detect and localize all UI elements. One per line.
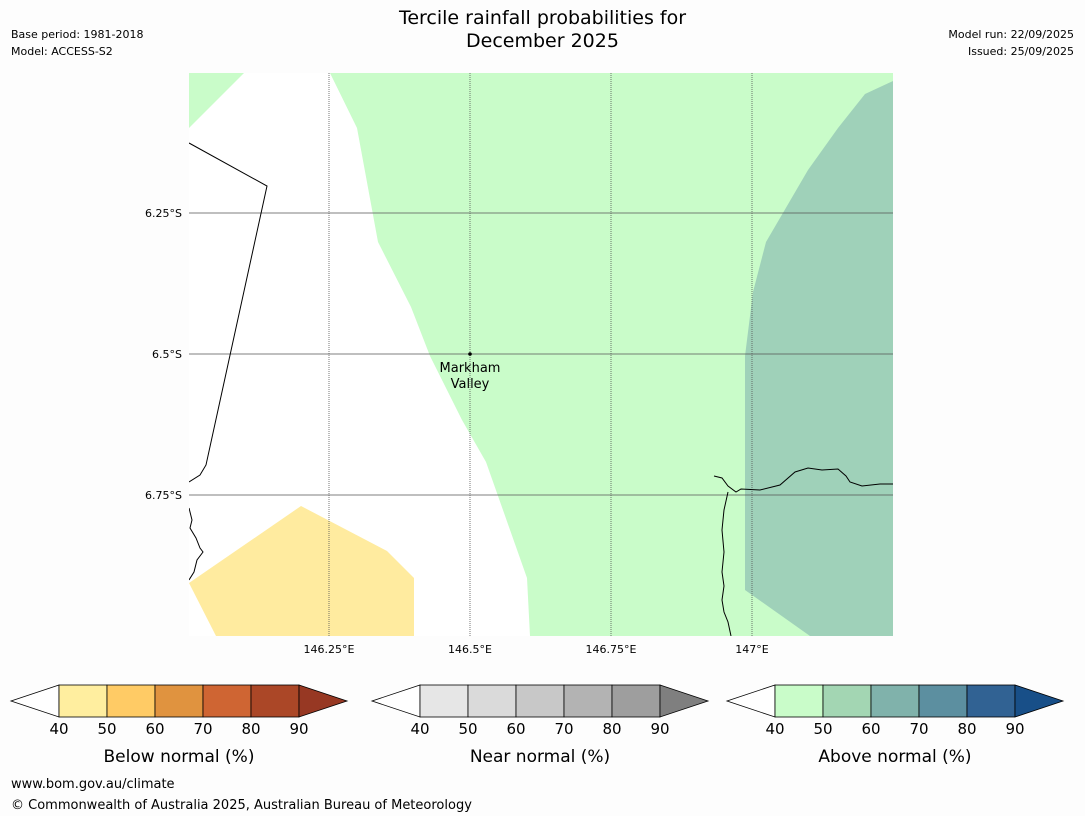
colorbar-segment <box>774 684 824 718</box>
colorbar-tick: 60 <box>145 720 164 738</box>
colorbar-tick: 90 <box>1005 720 1024 738</box>
colorbar-segment <box>250 684 300 718</box>
colorbar-tick: 60 <box>861 720 880 738</box>
place-label-line2: Valley <box>451 377 490 392</box>
colorbar-min-arrow <box>9 684 60 718</box>
colorbar-max-arrow <box>298 684 349 718</box>
colorbar-segment <box>515 684 565 718</box>
below-normal-40-50-region <box>189 506 414 636</box>
colorbar-0: 40 50 60 70 80 90 Below normal (%) <box>9 684 349 767</box>
colorbar-legends: 40 50 60 70 80 90 Below normal (%) 40 50 60 70 80 90… <box>9 684 1065 767</box>
colorbar-tick: 70 <box>554 720 573 738</box>
lon-label: 147°E <box>735 643 768 656</box>
colorbar-segment <box>58 684 108 718</box>
colorbar-tick: 40 <box>765 720 784 738</box>
model-run: Model run: 22/09/2025 <box>948 28 1074 41</box>
colorbar-segment <box>106 684 156 718</box>
base-period: Base period: 1981-2018 <box>11 28 144 41</box>
lon-label: 146.5°E <box>448 643 492 656</box>
lon-label: 146.75°E <box>586 643 637 656</box>
colorbar-tick: 90 <box>289 720 308 738</box>
colorbar-segment <box>467 684 517 718</box>
footer: www.bom.gov.au/climate © Commonwealth of… <box>11 774 472 816</box>
colorbar-tick: 50 <box>97 720 116 738</box>
colorbar-segment <box>611 684 661 718</box>
lat-label: 6.75°S <box>145 489 182 502</box>
colorbar-segment <box>419 684 469 718</box>
colorbar-tick: 50 <box>813 720 832 738</box>
website-link[interactable]: www.bom.gov.au/climate <box>11 777 175 792</box>
model-info: Base period: 1981-2018 Model: ACCESS-S2 <box>11 26 143 60</box>
colorbar-segment <box>202 684 252 718</box>
colorbar-tick: 80 <box>241 720 260 738</box>
colorbar-tick: 40 <box>410 720 429 738</box>
colorbar-segment <box>563 684 613 718</box>
copyright-text: © Commonwealth of Australia 2025, Austra… <box>11 798 472 813</box>
lat-label: 6.25°S <box>145 207 182 220</box>
coastlines <box>189 142 893 636</box>
colorbar-tick: 40 <box>49 720 68 738</box>
colorbar-segment <box>154 684 204 718</box>
colorbar-tick: 90 <box>650 720 669 738</box>
gridlines <box>189 73 893 636</box>
colorbar-tick: 60 <box>506 720 525 738</box>
place-marker <box>468 352 472 356</box>
colorbar-tick: 70 <box>193 720 212 738</box>
colorbar-tick: 50 <box>458 720 477 738</box>
colorbar-label: Below normal (%) <box>104 747 255 767</box>
lon-label: 146.25°E <box>304 643 355 656</box>
colorbar-max-arrow <box>1014 684 1065 718</box>
colorbar-tick: 80 <box>602 720 621 738</box>
above-normal-40-50-corner <box>189 73 244 128</box>
colorbar-2: 40 50 60 70 80 90 Above normal (%) <box>725 684 1065 767</box>
colorbar-tick: 80 <box>957 720 976 738</box>
colorbar-label: Above normal (%) <box>818 747 971 767</box>
colorbar-label: Near normal (%) <box>470 747 610 767</box>
colorbar-max-arrow <box>659 684 710 718</box>
colorbar-segment <box>918 684 968 718</box>
colorbar-segment <box>966 684 1016 718</box>
above-normal-50-60-region <box>745 81 893 636</box>
map-panel <box>189 73 893 636</box>
colorbar-segment <box>870 684 920 718</box>
model-name: Model: ACCESS-S2 <box>11 45 113 58</box>
lat-label: 6.5°S <box>152 348 182 361</box>
issued-date: Issued: 25/09/2025 <box>967 45 1074 58</box>
run-info: Model run: 22/09/2025 Issued: 25/09/2025 <box>948 26 1074 60</box>
map-title: Tercile rainfall probabilities for Decem… <box>398 7 687 52</box>
colorbar-segment <box>822 684 872 718</box>
colorbar-1: 40 50 60 70 80 90 Near normal (%) <box>370 684 710 767</box>
place-label-line1: Markham <box>440 361 501 376</box>
colorbar-min-arrow <box>725 684 776 718</box>
colorbar-tick: 70 <box>909 720 928 738</box>
colorbar-min-arrow <box>370 684 421 718</box>
